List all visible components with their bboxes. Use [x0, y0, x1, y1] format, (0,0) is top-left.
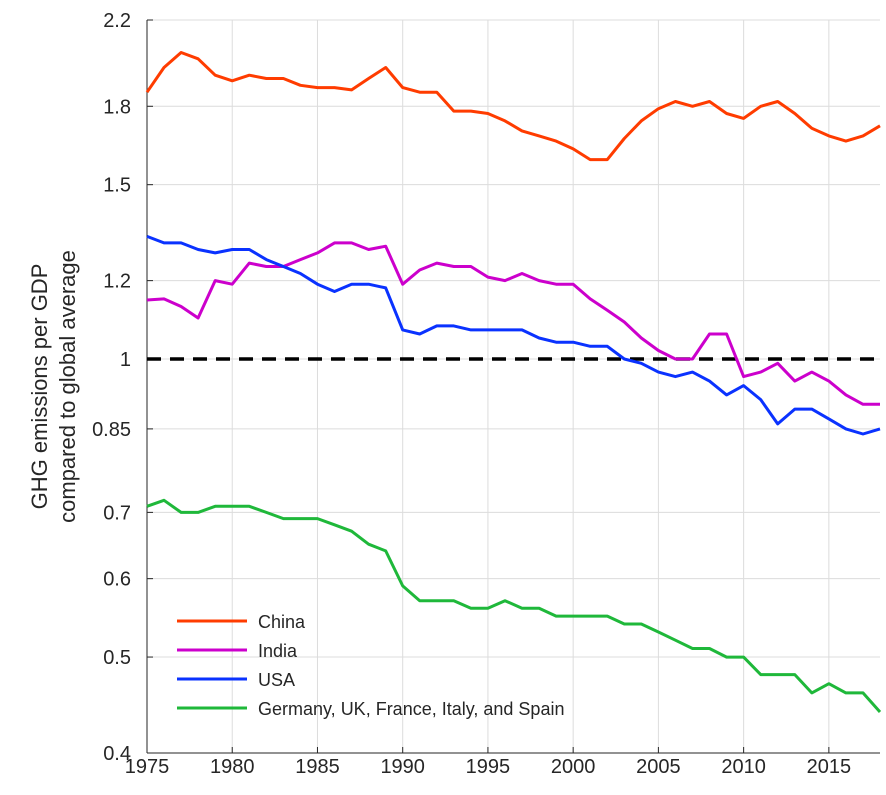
- x-tick-label: 1975: [125, 756, 170, 778]
- series-line: [145, 51, 881, 162]
- y-tick-label: 0.85: [92, 419, 131, 441]
- y-axis-label: compared to global average: [55, 250, 80, 523]
- y-axis-label: GHG emissions per GDP: [27, 264, 52, 510]
- legend-label: Germany, UK, France, Italy, and Spain: [258, 699, 564, 719]
- x-tick-label: 2010: [721, 756, 766, 778]
- y-tick-label: 1.5: [103, 175, 131, 197]
- y-tick-label: 0.6: [103, 569, 131, 591]
- y-tick-label: 1: [120, 349, 131, 371]
- y-tick-label: 2.2: [103, 10, 131, 32]
- y-tick-label: 0.4: [103, 743, 131, 765]
- legend-label: China: [258, 612, 306, 632]
- series-line: [146, 498, 882, 713]
- x-tick-label: 1995: [466, 756, 511, 778]
- x-tick-label: 1980: [210, 756, 255, 778]
- series-line: [146, 234, 881, 436]
- series-line: [146, 241, 880, 406]
- legend: China India USA Germany, UK, France, Italy,…: [177, 612, 564, 719]
- legend-label: India: [258, 641, 298, 661]
- x-tick-label: 2015: [807, 756, 852, 778]
- y-tick-label: 0.5: [103, 647, 131, 669]
- legend-label: USA: [258, 670, 295, 690]
- y-tick-label: 1.2: [103, 271, 131, 293]
- x-tick-label: 2005: [636, 756, 681, 778]
- y-tick-label: 1.8: [103, 96, 131, 118]
- x-tick-label: 2000: [551, 756, 596, 778]
- x-tick-label: 1990: [380, 756, 425, 778]
- y-tick-label: 0.7: [103, 502, 131, 524]
- x-tick-label: 1985: [295, 756, 340, 778]
